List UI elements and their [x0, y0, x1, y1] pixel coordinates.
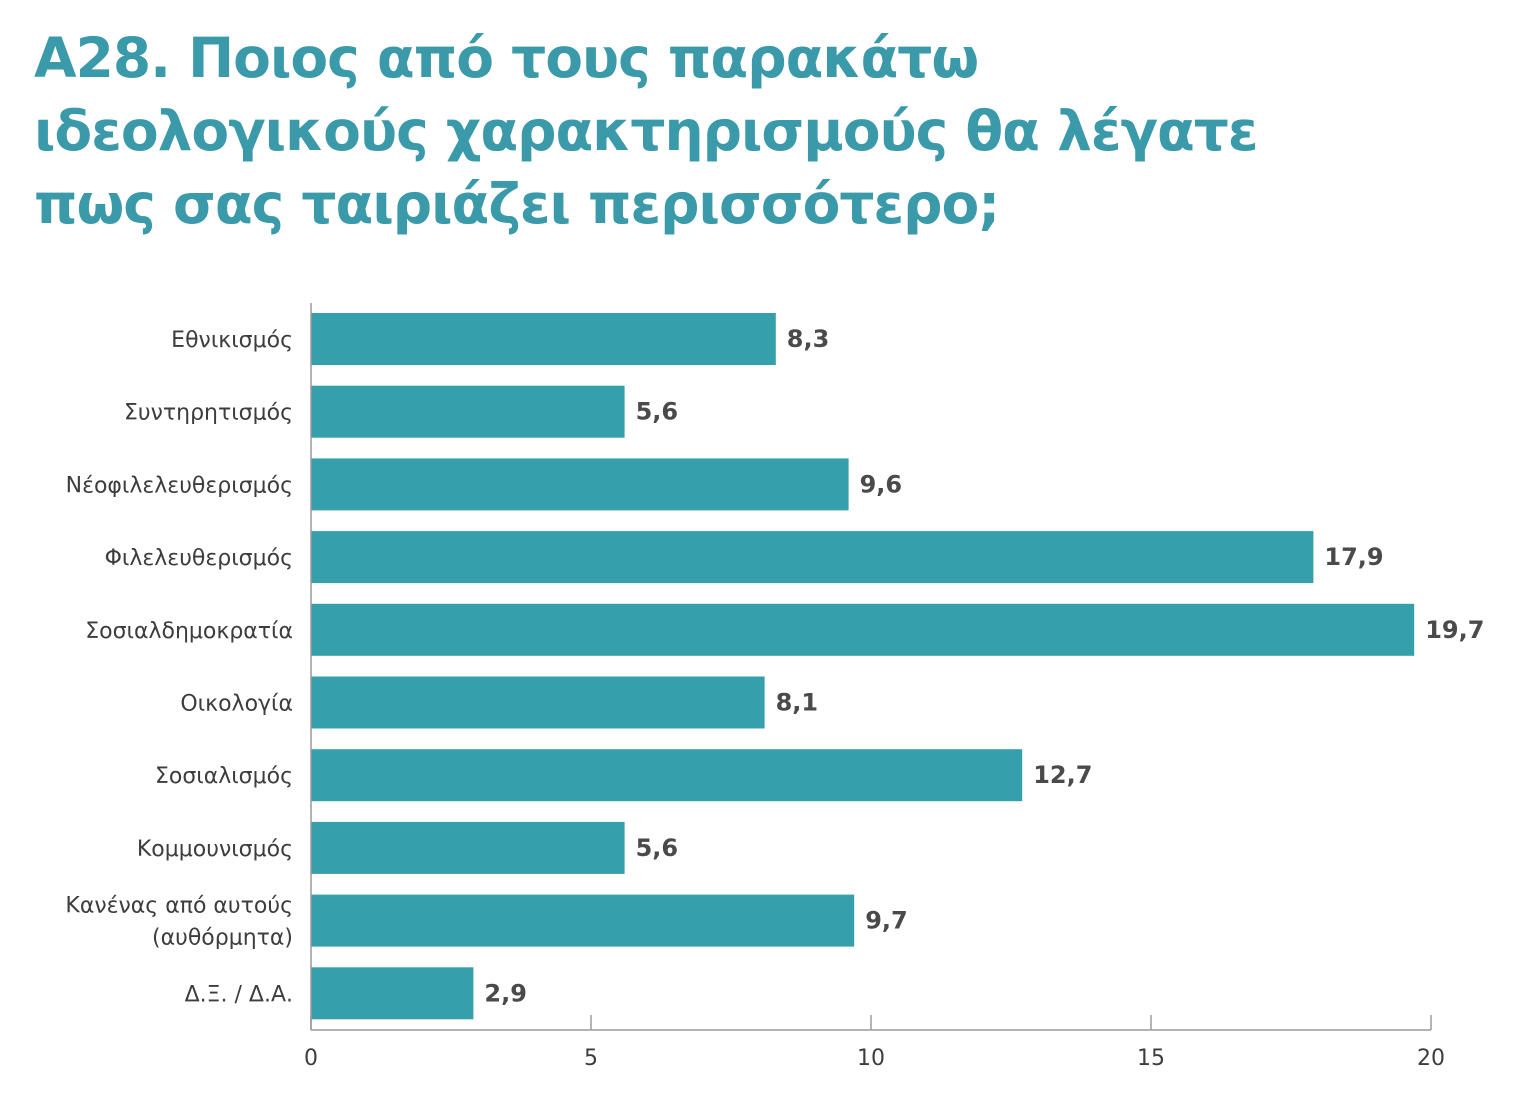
bar — [311, 458, 849, 511]
category-label: Φιλελευθερισμός — [105, 546, 293, 571]
x-tick-label: 10 — [857, 1046, 885, 1071]
chart-title-line-3: πως σας ταιριάζει περισσότερο; — [34, 172, 1000, 236]
category-label: Κομμουνισμός — [137, 837, 293, 862]
x-tick-label: 20 — [1417, 1046, 1445, 1071]
chart-title: A28. Ποιος από τους παρακάτω ιδεολογικού… — [34, 22, 1334, 241]
bar — [311, 749, 1023, 802]
category-label: Οικολογία — [180, 692, 293, 717]
category-label: Δ.Ξ. / Δ.Α. — [185, 982, 293, 1007]
category-label: Σοσιαλισμός — [155, 764, 293, 789]
value-label: 8,1 — [776, 689, 819, 717]
value-label: 17,9 — [1324, 543, 1383, 571]
bar — [311, 603, 1415, 656]
bar — [311, 313, 776, 365]
chart-title-line-1: A28. Ποιος από τους παρακάτω — [34, 26, 979, 90]
bar — [311, 894, 855, 947]
x-tick-label: 15 — [1137, 1046, 1165, 1071]
value-label: 9,7 — [865, 907, 908, 935]
value-label: 19,7 — [1425, 616, 1484, 644]
value-label: 8,3 — [787, 325, 830, 353]
axes-group — [310, 303, 1432, 1031]
value-label: 5,6 — [636, 834, 679, 862]
category-label: Εθνικισμός — [171, 328, 293, 353]
bar — [311, 385, 625, 438]
x-tick-label: 5 — [584, 1046, 598, 1071]
category-label: Σοσιαλδημοκρατία — [85, 619, 293, 644]
bars-group — [311, 313, 1415, 1020]
category-label: Συντηρητισμός — [124, 401, 293, 426]
value-label: 12,7 — [1033, 761, 1092, 789]
category-label: Κανένας από αυτούς — [65, 894, 293, 919]
value-label: 5,6 — [636, 398, 679, 426]
value-label: 2,9 — [484, 979, 527, 1007]
value-label: 9,6 — [860, 470, 903, 498]
bar — [311, 531, 1314, 584]
chart-title-line-2: ιδεολογικούς χαρακτηρισμούς θα λέγατε — [34, 99, 1259, 163]
labels-group: 8,3 Εθνικισμός 5,6 Συντηρητισμός 9,6 Νέοφιλελ… — [65, 325, 1484, 1071]
bar — [311, 821, 625, 874]
bar — [311, 676, 765, 729]
category-label: (αυθόρμητα) — [152, 926, 293, 951]
category-label: Νέοφιλελευθερισμός — [66, 473, 293, 498]
bar — [311, 967, 474, 1020]
x-tick-label: 0 — [304, 1046, 318, 1071]
